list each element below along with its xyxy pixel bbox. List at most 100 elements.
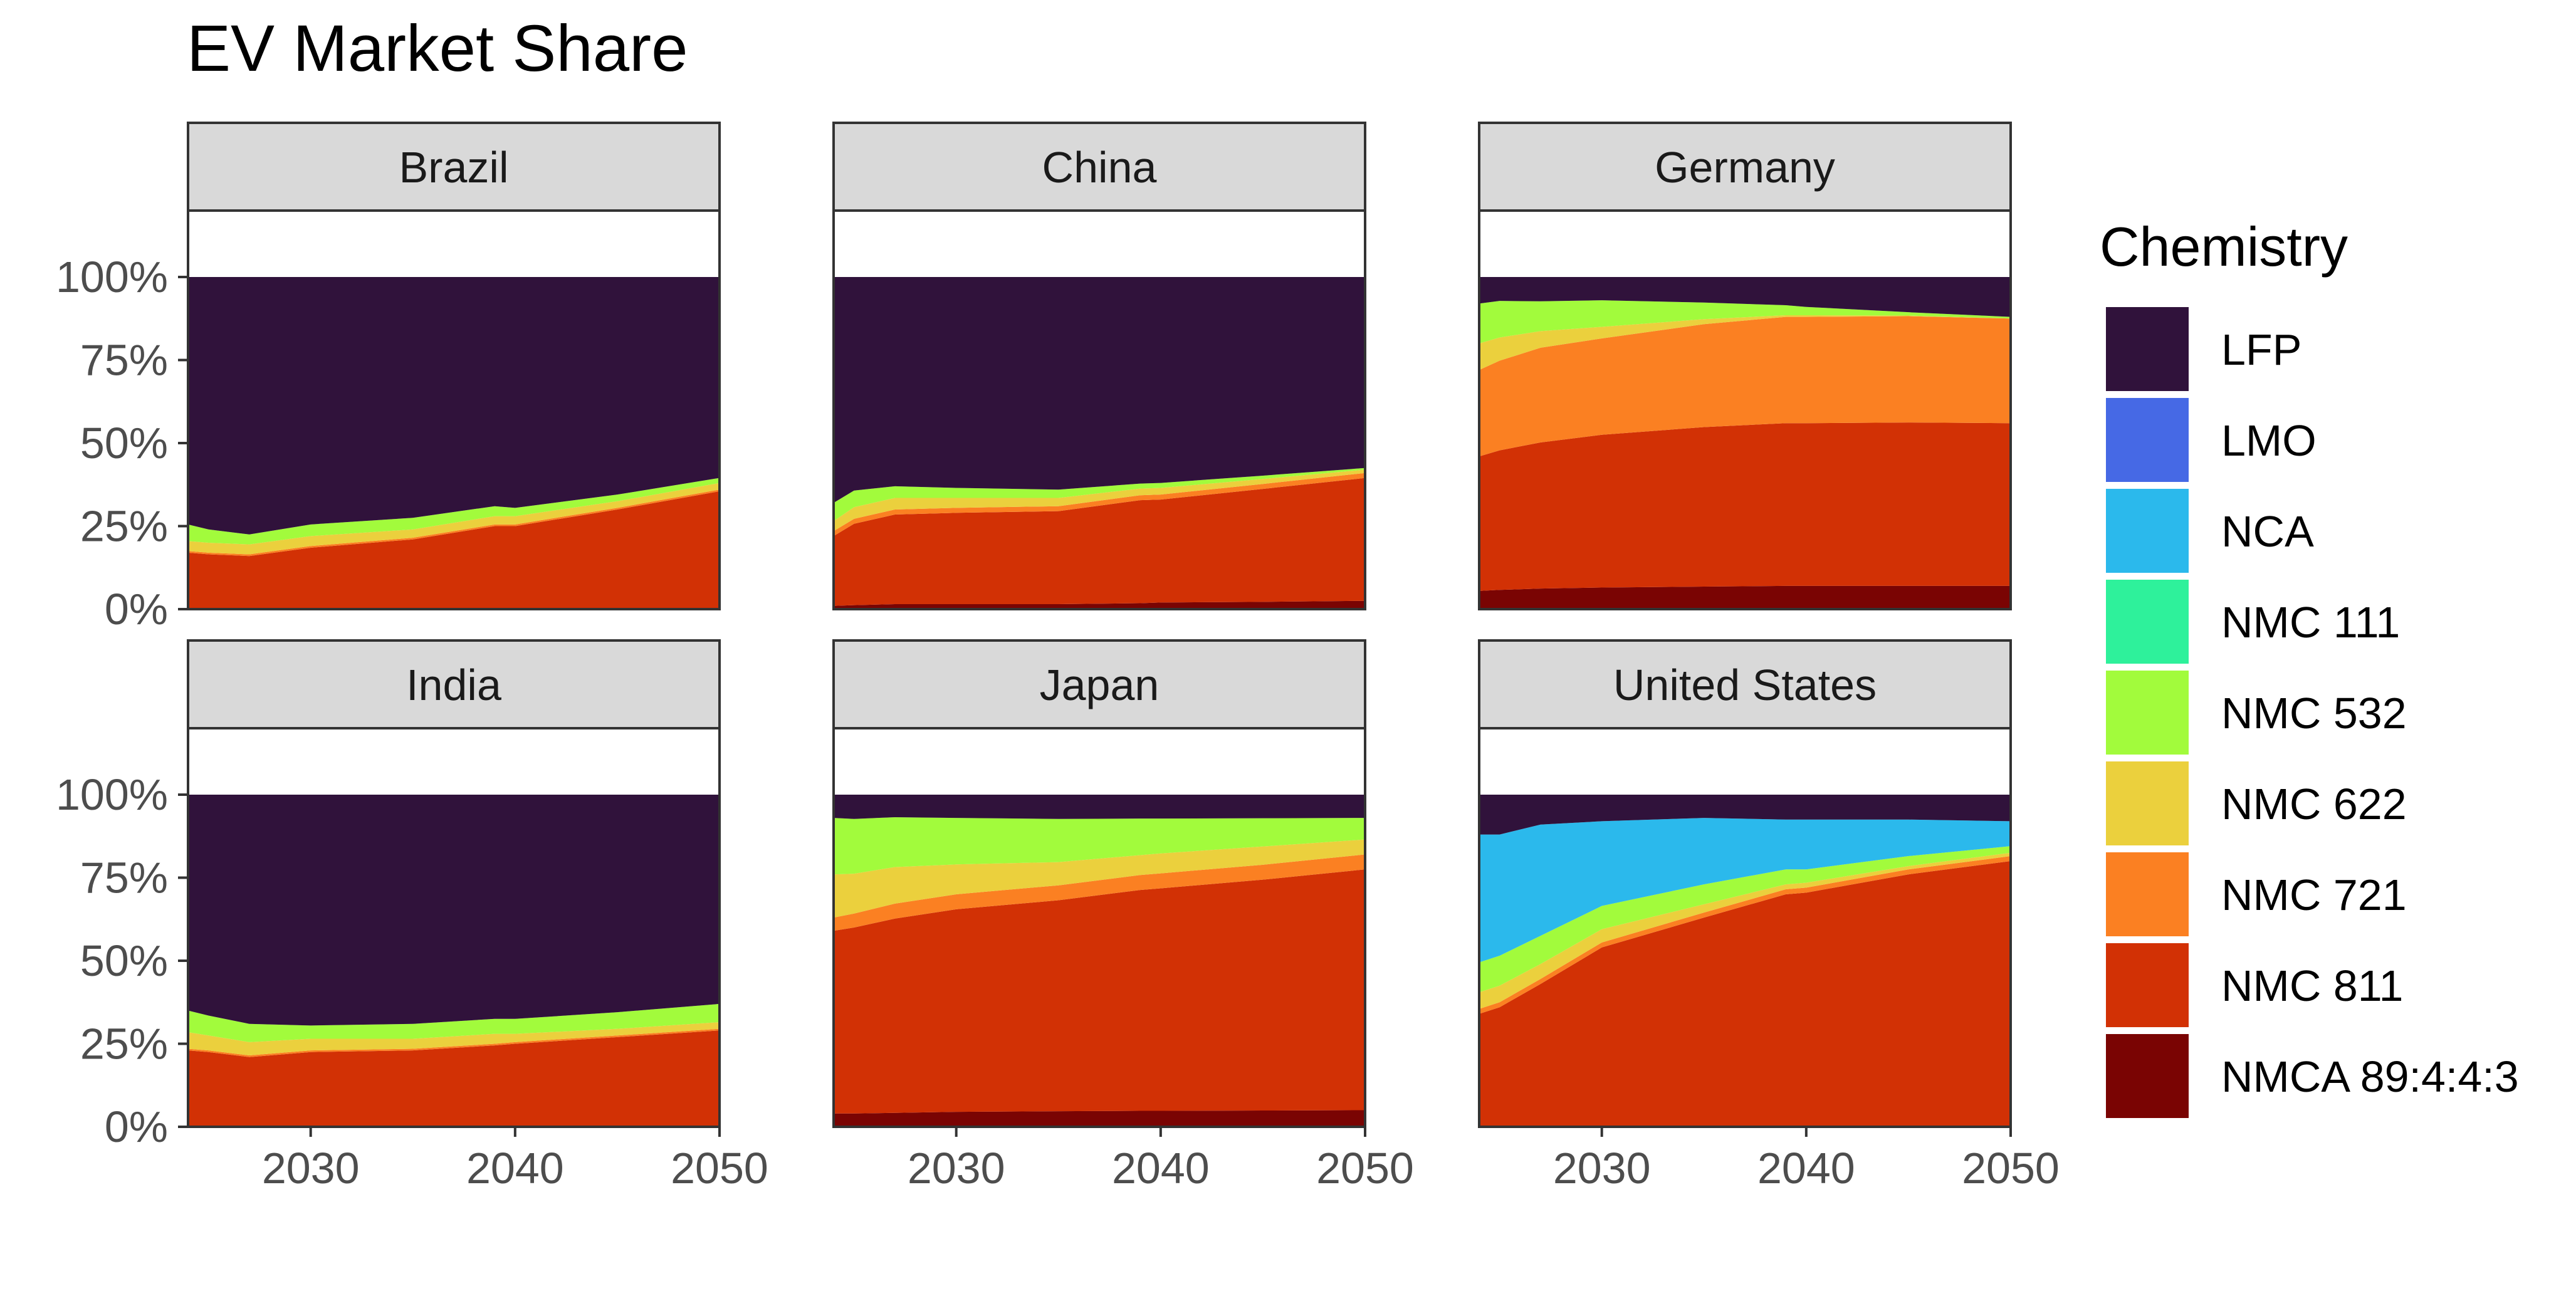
y-tick-label: 100%	[56, 770, 168, 819]
area-china-nmca-89-4-4-3	[834, 600, 1365, 609]
panel-border	[832, 727, 1366, 1128]
legend-key	[2106, 580, 2189, 664]
legend-item-nca: NCA	[2106, 489, 2314, 573]
legend-item-lmo: LMO	[2106, 398, 2317, 482]
y-tick-label: 25%	[80, 502, 168, 551]
y-tick-label: 0%	[105, 1102, 168, 1151]
area-brazil-nmc-532	[188, 478, 720, 545]
panel-border	[1478, 209, 2012, 610]
legend-label: NMC 111	[2221, 598, 2400, 647]
y-tick-label: 100%	[56, 253, 168, 301]
area-china-nmc-721	[834, 473, 1365, 536]
legend-label: LFP	[2221, 325, 2301, 374]
legend-key	[2106, 671, 2189, 755]
legend-label: NMC 532	[2221, 689, 2407, 738]
y-tick-label: 50%	[80, 419, 168, 468]
legend-item-nmc-721: NMC 721	[2106, 852, 2407, 936]
area-japan-nmca-89-4-4-3	[834, 1110, 1365, 1127]
legend-item-lfp: LFP	[2106, 307, 2301, 391]
strip-label-brazil: Brazil	[399, 143, 508, 192]
x-tick-label: 2040	[466, 1144, 564, 1193]
x-tick-label: 2050	[671, 1144, 768, 1193]
x-tick-label: 2030	[262, 1144, 360, 1193]
area-china-nmc-532	[834, 468, 1365, 521]
panel-brazil: Brazil 0% 25% 50% 75% 100%	[56, 122, 721, 634]
area-india-nmc-811	[188, 1030, 720, 1127]
panel-border	[1478, 727, 2012, 1128]
area-china-nmc-811	[834, 478, 1365, 606]
legend-key	[2106, 398, 2189, 482]
area-india-lfp	[188, 795, 720, 1026]
strip-label-japan: Japan	[1040, 661, 1160, 709]
area-brazil-nmc-811	[188, 491, 720, 609]
legend-key	[2106, 943, 2189, 1027]
legend-key	[2106, 307, 2189, 391]
strip-united-states	[1478, 639, 2012, 729]
area-brazil-nmc-622	[188, 483, 720, 555]
strip-brazil	[187, 122, 721, 212]
strip-label-united-states: United States	[1613, 661, 1877, 709]
legend-item-nmc-532: NMC 532	[2106, 671, 2407, 755]
panel-india: India 0% 25% 50% 75% 100% 2030 2040 2050	[56, 639, 768, 1193]
y-tick-label: 75%	[80, 854, 168, 902]
panel-japan: Japan 2030 2040 2050	[832, 639, 1414, 1193]
x-tick-label: 2030	[908, 1144, 1005, 1193]
area-united-states-nmc-811	[1479, 861, 2011, 1127]
area-germany-nmc-721	[1479, 316, 2011, 457]
area-germany-lfp	[1479, 277, 2011, 317]
area-china-lfp	[834, 277, 1365, 503]
legend-key	[2106, 852, 2189, 936]
area-united-states-nca	[1479, 818, 2011, 963]
legend: Chemistry LFP LMO NCA NMC 111 NMC 532 NMC 622…	[2100, 216, 2519, 1118]
area-japan-nmc-811	[834, 869, 1365, 1114]
legend-key	[2106, 1034, 2189, 1118]
x-tick-label: 2030	[1553, 1144, 1651, 1193]
legend-label: NCA	[2221, 507, 2314, 556]
area-united-states-nmc-532	[1479, 846, 2011, 993]
strip-india	[187, 639, 721, 729]
legend-label: NMC 622	[2221, 780, 2407, 828]
panel-border	[187, 727, 721, 1128]
legend-label: NMC 811	[2221, 961, 2403, 1010]
area-brazil-lfp	[188, 277, 720, 535]
legend-key	[2106, 489, 2189, 573]
area-germany-nmca-89-4-4-3	[1479, 585, 2011, 609]
area-united-states-lfp	[1479, 795, 2011, 835]
area-japan-nmc-721	[834, 854, 1365, 931]
panel-border	[187, 209, 721, 610]
legend-item-nmca-89-4-4-3: NMCA 89:4:4:3	[2106, 1034, 2519, 1118]
legend-item-nmc-811: NMC 811	[2106, 943, 2403, 1027]
panel-border	[832, 209, 1366, 610]
strip-label-india: India	[406, 661, 501, 709]
legend-label: NMCA 89:4:4:3	[2221, 1052, 2519, 1101]
strip-germany	[1478, 122, 2012, 212]
panel-germany: Germany	[1478, 122, 2012, 610]
strip-label-germany: Germany	[1655, 143, 1835, 192]
facet-panels: Brazil 0% 25% 50% 75% 100% China Germany India 0%…	[56, 122, 2060, 1193]
strip-japan	[832, 639, 1366, 729]
area-india-nmc-532	[188, 1003, 720, 1042]
legend-item-nmc-622: NMC 622	[2106, 761, 2407, 845]
area-china-nmc-622	[834, 469, 1365, 531]
legend-label: LMO	[2221, 416, 2317, 465]
x-tick-label: 2050	[1962, 1144, 2060, 1193]
legend-label: NMC 721	[2221, 870, 2407, 919]
legend-title: Chemistry	[2100, 216, 2348, 278]
area-india-nmc-622	[188, 1022, 720, 1056]
y-tick-label: 75%	[80, 336, 168, 385]
x-tick-label: 2040	[1757, 1144, 1855, 1193]
area-japan-nmc-532	[834, 817, 1365, 875]
area-japan-nmc-622	[834, 839, 1365, 918]
x-tick-label: 2050	[1316, 1144, 1414, 1193]
area-germany-nmc-622	[1479, 315, 2011, 370]
strip-label-china: China	[1042, 143, 1157, 192]
chart-title: EV Market Share	[187, 12, 688, 85]
area-germany-nmc-532	[1479, 300, 2011, 343]
y-tick-label: 0%	[105, 585, 168, 634]
panel-china: China	[832, 122, 1366, 610]
legend-item-nmc-111: NMC 111	[2106, 580, 2400, 664]
area-germany-nmc-811	[1479, 422, 2011, 591]
area-japan-lfp	[834, 795, 1365, 819]
